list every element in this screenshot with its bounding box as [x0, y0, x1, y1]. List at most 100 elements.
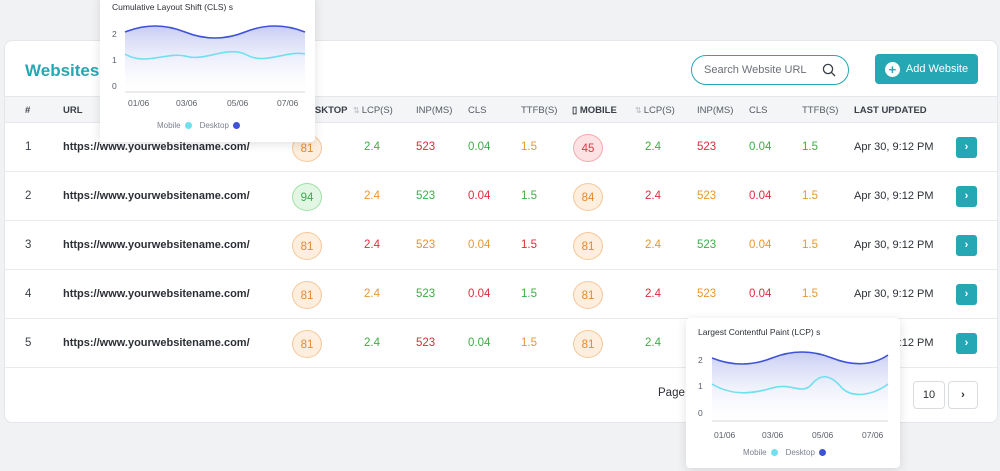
popup-title: Largest Contentful Paint (LCP) s: [698, 327, 821, 337]
last-updated: Apr 30, 9:12 PM: [854, 239, 934, 251]
inp-mobile-value: 523: [697, 190, 717, 202]
ttfb-value: 1.5: [521, 190, 537, 202]
legend-dot: [770, 449, 778, 457]
ttfb-mobile-value: 1.5: [802, 239, 818, 251]
row-detail-button[interactable]: ›: [956, 333, 977, 354]
inp-mobile-value: 523: [697, 239, 717, 251]
legend-dot: [184, 122, 192, 130]
search-box[interactable]: [691, 55, 849, 85]
lcp-value: 2.4: [364, 141, 380, 153]
chart-legend: Mobile Desktop: [157, 121, 248, 130]
row-number: 4: [25, 288, 32, 300]
row-url[interactable]: https://www.yourwebsitename.com/: [63, 190, 250, 202]
x-tick: 01/06: [128, 98, 150, 108]
row-detail-button[interactable]: ›: [956, 235, 977, 256]
row-detail-button[interactable]: ›: [956, 284, 977, 305]
desktop-score-badge: 81: [292, 232, 322, 260]
x-tick: 01/06: [714, 430, 736, 440]
desktop-area: [125, 26, 305, 92]
legend-desktop: Desktop: [785, 448, 815, 457]
ttfb-mobile-value: 1.5: [802, 288, 818, 300]
mobile-series-line: [711, 376, 889, 396]
col-lcp-mobile[interactable]: ⇅ LCP(S): [635, 105, 675, 116]
x-tick: 05/06: [812, 430, 834, 440]
table-row[interactable]: 1 https://www.yourwebsitename.com/ 81 2.…: [5, 123, 997, 172]
add-website-label: Add Website: [905, 63, 969, 75]
y-tick: 2: [112, 29, 117, 39]
col-ttfb[interactable]: TTFB(S): [521, 105, 558, 116]
ttfb-value: 1.5: [521, 337, 537, 349]
sort-icon: ⇅: [635, 106, 642, 115]
inp-value: 523: [416, 288, 436, 300]
cls-mobile-value: 0.04: [749, 141, 772, 153]
cls-mobile-value: 0.04: [749, 239, 772, 251]
col-lcp[interactable]: ⇅ LCP(S): [353, 105, 393, 116]
table-row[interactable]: 2 https://www.yourwebsitename.com/ 94 2.…: [5, 172, 997, 221]
col-mobile[interactable]: ▯ MOBILE: [572, 105, 617, 116]
last-updated: Apr 30, 9:12 PM: [854, 141, 934, 153]
desktop-score-badge: 81: [292, 330, 322, 358]
websites-panel: Websites + Add Website # URL 🖥 DESKTOP ⇅…: [4, 40, 998, 423]
lcp-value: 2.4: [364, 190, 380, 202]
plus-icon: +: [884, 61, 900, 77]
desktop-series-line: [124, 25, 306, 39]
cls-chart-popup: Cumulative Layout Shift (CLS) s 2 1 0 01…: [100, 0, 315, 142]
desktop-score-badge: 94: [292, 183, 322, 211]
inp-value: 523: [416, 190, 436, 202]
legend-dot: [818, 449, 826, 457]
chart-legend: Mobile Desktop: [743, 448, 834, 457]
lcp-chart: 2 1 0 01/06 03/06 05/06 07/06: [698, 351, 889, 440]
x-tick: 03/06: [762, 430, 784, 440]
col-cls-mobile[interactable]: CLS: [749, 105, 768, 116]
row-number: 2: [25, 190, 32, 202]
lcp-chart-popup: Largest Contentful Paint (LCP) s 2 1 0 0…: [686, 318, 900, 468]
popup-title: Cumulative Layout Shift (CLS) s: [112, 2, 233, 12]
inp-mobile-value: 523: [697, 288, 717, 300]
row-url[interactable]: https://www.yourwebsitename.com/: [63, 141, 250, 153]
col-num: #: [25, 105, 31, 116]
lcp-value: 2.4: [364, 288, 380, 300]
chevron-right-icon: ›: [964, 190, 969, 202]
sort-icon: ⇅: [353, 106, 360, 115]
lcp-mobile-value: 2.4: [645, 190, 661, 202]
mobile-score-badge: 45: [573, 134, 603, 162]
col-url: URL: [63, 105, 83, 116]
desktop-area: [712, 352, 888, 421]
chevron-right-icon: ›: [964, 337, 969, 349]
desktop-score-badge: 81: [292, 281, 322, 309]
x-tick: 03/06: [176, 98, 198, 108]
pagination-label: Page: [658, 387, 685, 399]
inp-mobile-value: 523: [697, 141, 717, 153]
x-tick: 07/06: [277, 98, 299, 108]
page-size-select[interactable]: 10: [913, 381, 945, 409]
col-cls[interactable]: CLS: [468, 105, 487, 116]
next-page-button[interactable]: ›: [948, 381, 978, 409]
table-row[interactable]: 3 https://www.yourwebsitename.com/ 81 2.…: [5, 221, 997, 270]
col-inp-mobile[interactable]: INP(MS): [697, 105, 734, 116]
x-tick: 05/06: [227, 98, 249, 108]
row-detail-button[interactable]: ›: [956, 137, 977, 158]
cls-value: 0.04: [468, 288, 491, 300]
col-ttfb-mobile[interactable]: TTFB(S): [802, 105, 839, 116]
add-website-button[interactable]: + Add Website: [875, 54, 978, 84]
search-input[interactable]: [704, 64, 816, 76]
row-number: 1: [25, 141, 32, 153]
x-tick: 07/06: [862, 430, 884, 440]
row-url[interactable]: https://www.yourwebsitename.com/: [63, 288, 250, 300]
col-inp[interactable]: INP(MS): [416, 105, 453, 116]
y-tick: 0: [112, 81, 117, 91]
ttfb-value: 1.5: [521, 239, 537, 251]
row-number: 3: [25, 239, 32, 251]
table-row[interactable]: 4 https://www.yourwebsitename.com/ 81 2.…: [5, 270, 997, 319]
phone-icon: ▯: [572, 105, 580, 116]
chevron-right-icon: ›: [964, 141, 969, 153]
row-detail-button[interactable]: ›: [956, 186, 977, 207]
row-url[interactable]: https://www.yourwebsitename.com/: [63, 337, 250, 349]
search-icon[interactable]: [822, 63, 836, 77]
inp-value: 523: [416, 141, 436, 153]
row-url[interactable]: https://www.yourwebsitename.com/: [63, 239, 250, 251]
col-last-updated[interactable]: LAST UPDATED: [854, 105, 927, 116]
ttfb-value: 1.5: [521, 288, 537, 300]
row-number: 5: [25, 337, 32, 349]
cls-mobile-value: 0.04: [749, 288, 772, 300]
